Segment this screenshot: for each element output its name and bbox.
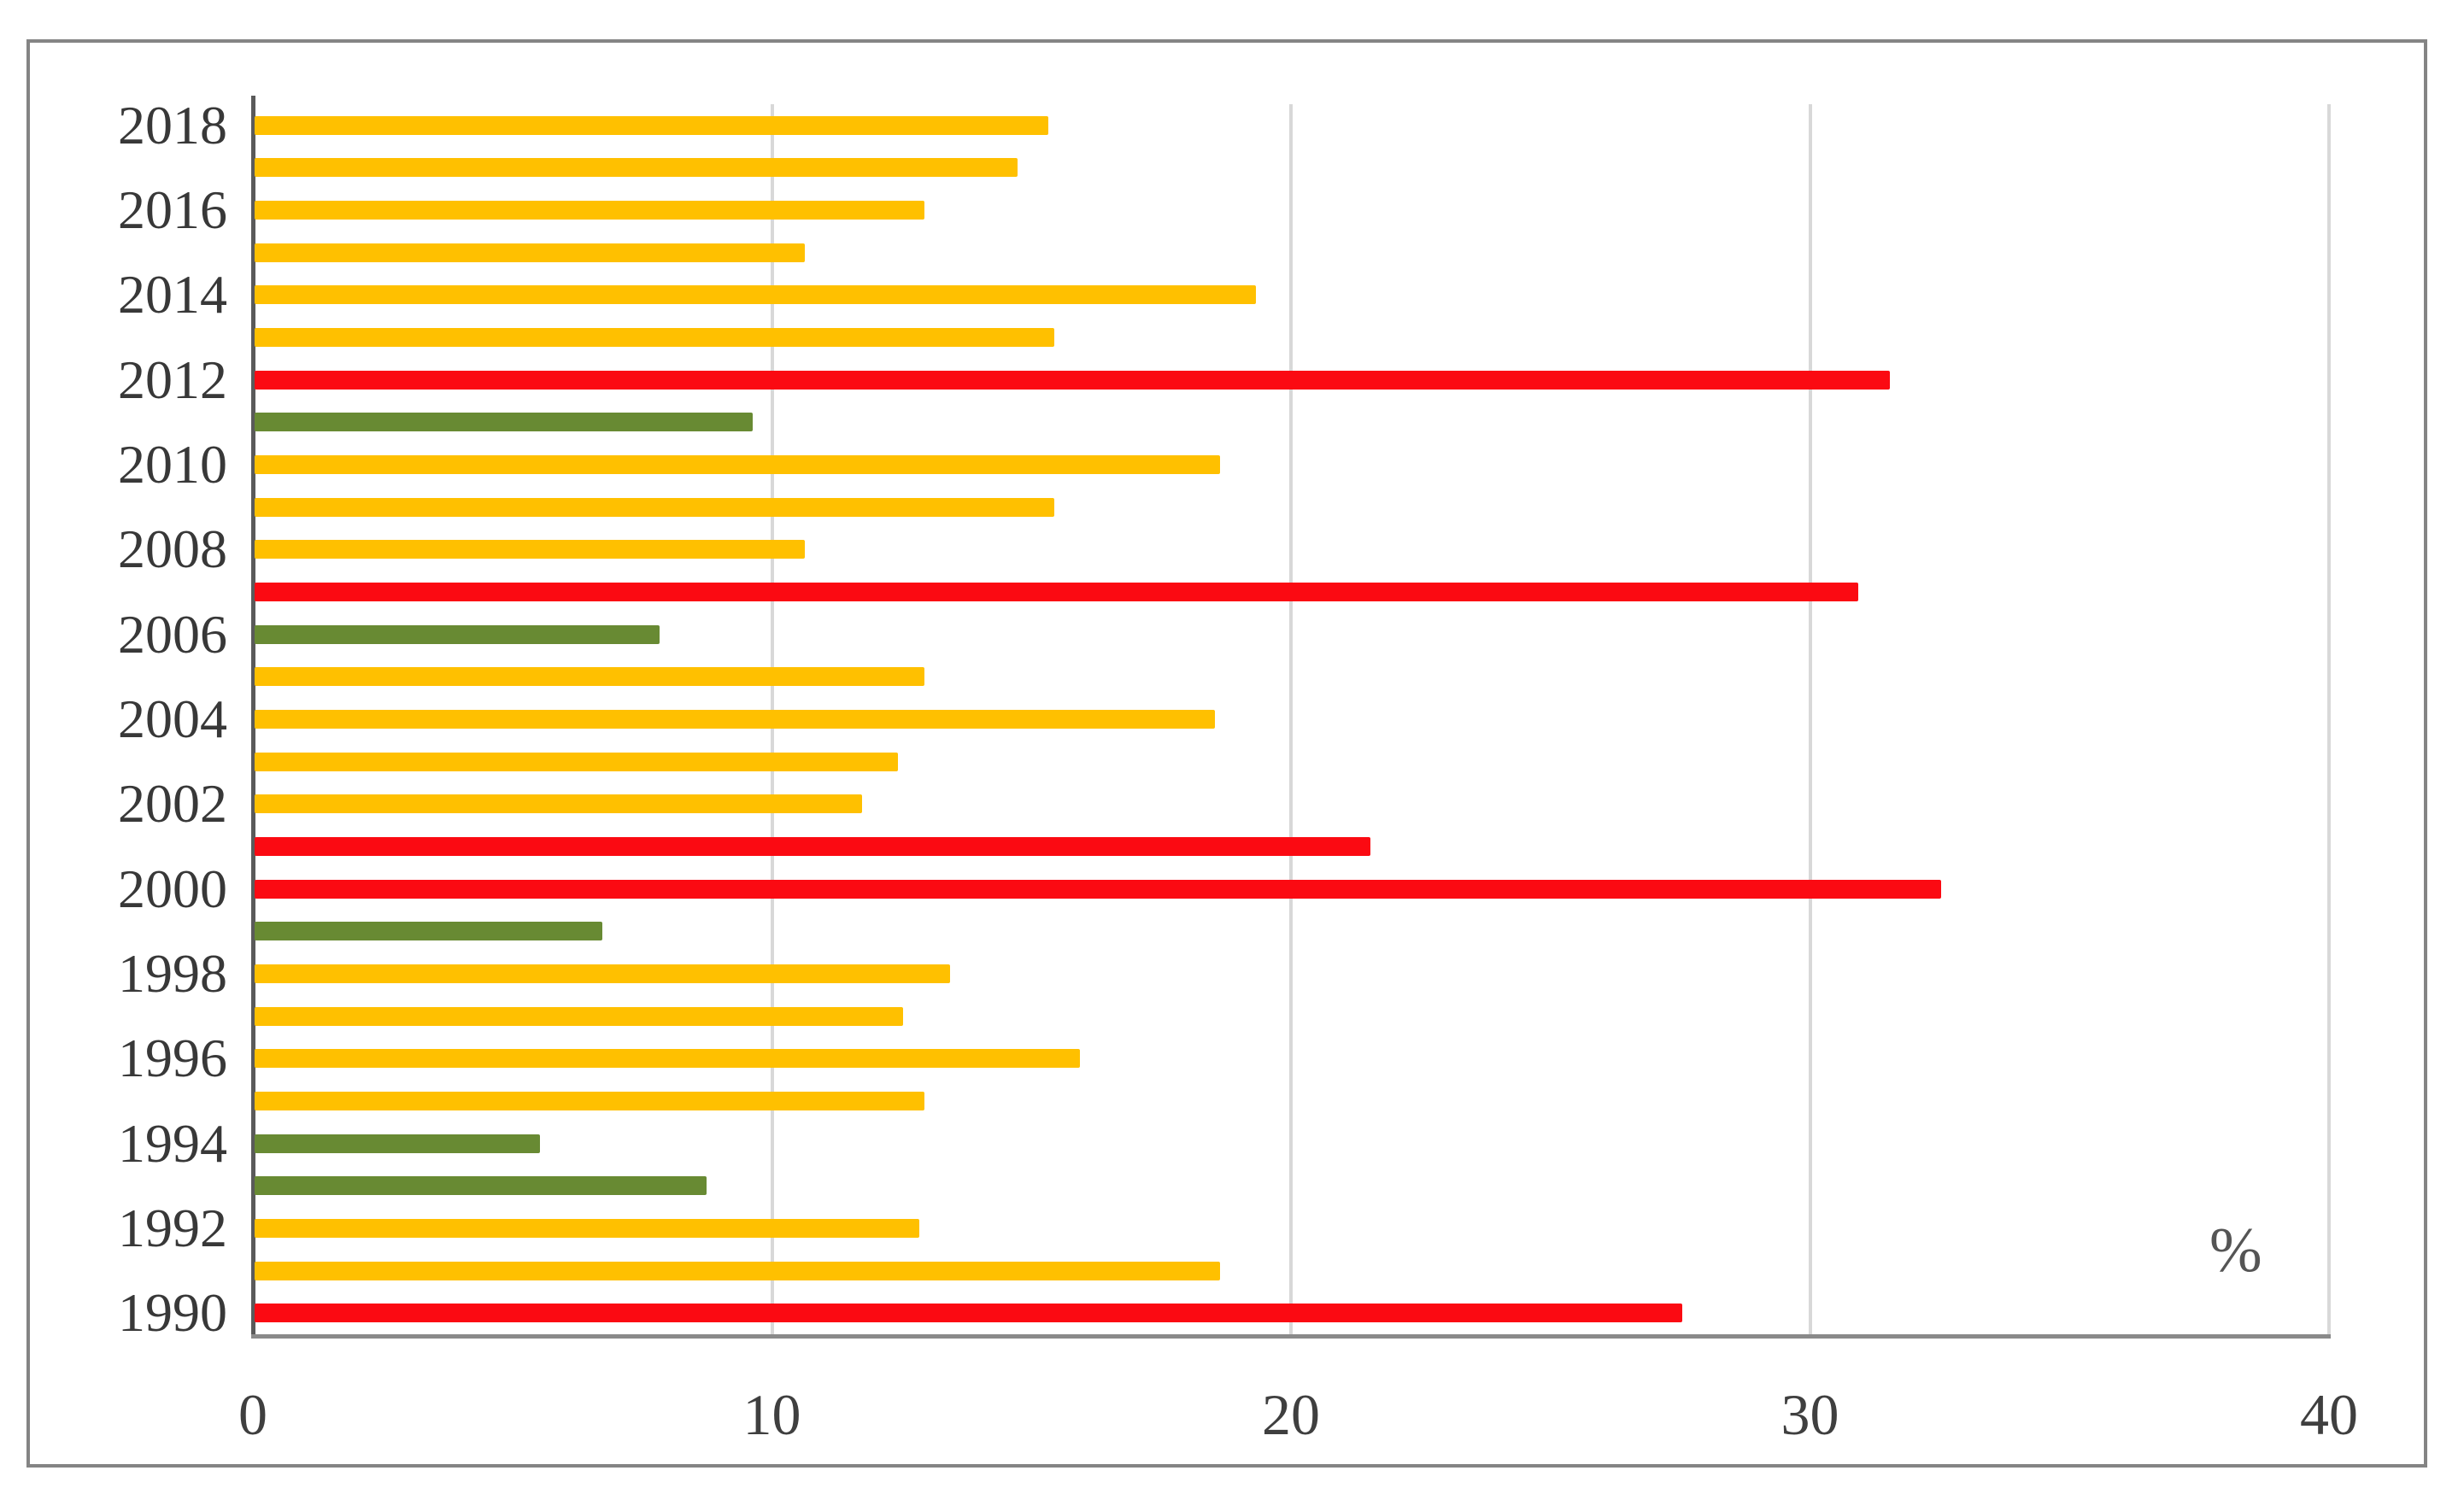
gridline-20 [1289, 104, 1293, 1334]
x-tick-label-10: 10 [742, 1382, 801, 1447]
y-tick-label-1998: 1998 [118, 942, 227, 1004]
x-tick-label-0: 0 [238, 1382, 267, 1447]
bar-2004 [255, 710, 1215, 729]
y-tick-label-2004: 2004 [118, 688, 227, 749]
y-tick-label-2012: 2012 [118, 349, 227, 410]
x-axis-unit-label: % [2209, 1216, 2262, 1286]
y-tick-label-2010: 2010 [118, 434, 227, 495]
y-tick-label-1990: 1990 [118, 1282, 227, 1344]
bar-2006 [255, 624, 660, 644]
gridline-40 [2327, 104, 2331, 1334]
bar-2008 [255, 540, 805, 560]
bar-2012 [255, 370, 1890, 390]
y-tick-label-2014: 2014 [118, 264, 227, 325]
bar-2003 [255, 752, 899, 771]
y-tick-label-2000: 2000 [118, 858, 227, 919]
x-tick-label-20: 20 [1262, 1382, 1320, 1447]
bar-2010 [255, 455, 1220, 475]
bar-2014 [255, 285, 1257, 305]
y-axis-line [251, 96, 255, 1338]
y-tick-label-2002: 2002 [118, 773, 227, 835]
bar-2007 [255, 583, 1859, 602]
bar-2011 [255, 413, 754, 432]
bar-1994 [255, 1134, 541, 1153]
bar-2001 [255, 836, 1371, 856]
chart-frame: 2018 2016 2014 2012 2010 2008 2006 2004 2002 2000… [26, 39, 2427, 1468]
y-tick-label-2018: 2018 [118, 94, 227, 155]
bar-2015 [255, 243, 805, 262]
x-tick-label-30: 30 [1781, 1382, 1839, 1447]
y-tick-label-1994: 1994 [118, 1112, 227, 1174]
y-tick-label-2006: 2006 [118, 603, 227, 665]
bar-1992 [255, 1218, 919, 1238]
y-tick-label-1996: 1996 [118, 1028, 227, 1089]
bar-2009 [255, 497, 1054, 517]
x-axis-line [251, 1334, 2331, 1339]
bar-2005 [255, 667, 924, 687]
bar-2016 [255, 201, 924, 220]
y-tick-label-2008: 2008 [118, 519, 227, 580]
bar-2000 [255, 879, 1942, 899]
bar-1997 [255, 1006, 904, 1026]
bar-1993 [255, 1176, 707, 1196]
bar-1995 [255, 1091, 924, 1110]
bar-1996 [255, 1049, 1080, 1069]
bar-1998 [255, 964, 951, 983]
bar-1990 [255, 1304, 1682, 1323]
y-tick-label-2016: 2016 [118, 179, 227, 241]
bar-2013 [255, 328, 1054, 348]
bar-2002 [255, 794, 862, 814]
y-tick-label-1992: 1992 [118, 1197, 227, 1258]
x-tick-label-40: 40 [2300, 1382, 2358, 1447]
bar-2018 [255, 115, 1049, 135]
gridline-30 [1808, 104, 1812, 1334]
bar-2017 [255, 158, 1018, 178]
bar-1991 [255, 1261, 1220, 1280]
bar-1999 [255, 922, 603, 941]
